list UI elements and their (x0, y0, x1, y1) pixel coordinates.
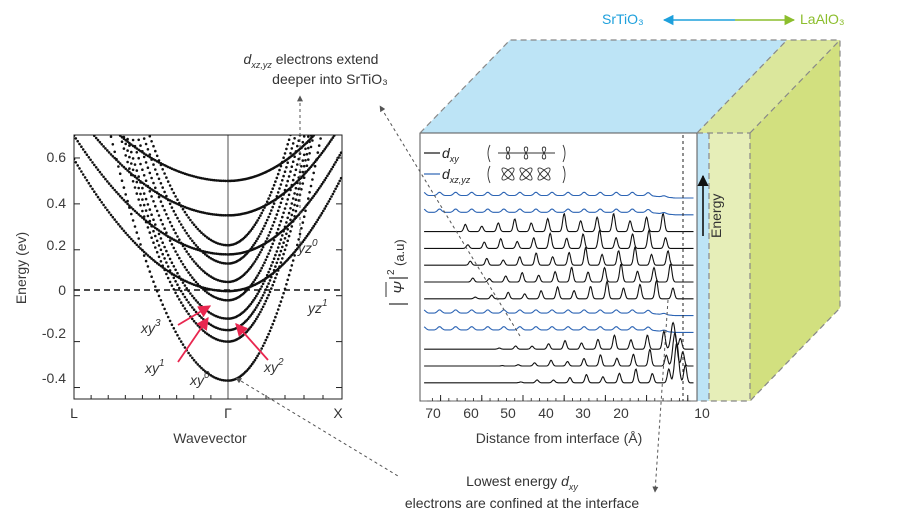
band-0-dots (109, 135, 322, 382)
wave-axis-ticks (431, 395, 689, 401)
wave-x-tick-40: 40 (538, 405, 554, 421)
wave-trace-7 (423, 309, 694, 317)
wave-y-axis-label: Ψ 2 (a.u) (385, 239, 408, 305)
band-y-tick-0.6: 0.6 (47, 149, 67, 165)
material-header: SrTiO₃ LaAlO₃ (602, 11, 845, 27)
band-label-xy3: xy3 (140, 318, 161, 336)
wave-trace-2 (424, 212, 694, 233)
red-arrow-xy2 (235, 323, 269, 361)
band-x-axis-label: Wavevector (173, 430, 247, 446)
band-label-xy2: xy2 (263, 357, 284, 375)
srtio3-front-slab (697, 133, 709, 401)
band-y-tick-0.4: 0.4 (47, 195, 67, 211)
wave-x-tick-30: 30 (575, 405, 591, 421)
energy-label: Energy (708, 194, 724, 238)
red-arrow-xy3 (177, 305, 212, 326)
wave-trace-10 (424, 331, 694, 367)
annotation-bottom-line1: Lowest energy dxy (466, 473, 578, 492)
band-7-dots (148, 135, 292, 247)
band-9-dots (74, 135, 342, 256)
band-label-xy1: xy1 (144, 358, 165, 376)
band-y-axis-label: Energy (ev) (13, 232, 29, 304)
annotation-bottom: Lowest energy dxy electrons are confined… (235, 299, 669, 511)
band-6-dots (142, 137, 296, 265)
svg-text:(a.u): (a.u) (392, 239, 407, 266)
band-label-xy0: xy0 (189, 370, 210, 388)
wave-trace-8 (423, 326, 694, 333)
wave-legend: dxy dxz,yz (424, 144, 566, 185)
annotation-top-line2: deeper into SrTiO₃ (272, 71, 388, 87)
wave-x-tick-60: 60 (463, 405, 479, 421)
wave-trace-5 (424, 263, 694, 283)
wave-trace-0 (423, 191, 694, 199)
band-label-yz0: yz0 (297, 238, 318, 256)
band-8-dots (74, 157, 342, 293)
band-10-dots (93, 135, 336, 217)
band-x-tick-L: L (70, 405, 78, 421)
srtio3-top-face (420, 40, 787, 133)
band-y-tick-neg0.2: -0.2 (42, 325, 66, 341)
band-5-dots (136, 135, 302, 284)
annotation-bottom-arrow-wave (652, 299, 669, 493)
orbital-dxy-icon (487, 144, 566, 163)
band-structure-chart: Energy (ev) 0.6 0.4 0.2 0 -0.2 -0.4 L Γ … (13, 134, 343, 446)
annotation-top-arrow-wave (379, 105, 521, 337)
legend-label-dxzyz: dxz,yz (442, 166, 471, 185)
laalo3-header-label: LaAlO₃ (800, 11, 845, 27)
srtio3-header-label: SrTiO₃ (602, 11, 644, 27)
laalo3-top-face (697, 40, 840, 133)
wave-x-tick-20: 20 (613, 405, 629, 421)
wave-x-axis-label: Distance from interface (Å) (476, 430, 643, 446)
orbital-dxzyz-icon (487, 165, 566, 184)
legend-label-dxy: dxy (442, 145, 459, 164)
band-11-dots (117, 135, 316, 183)
annotation-top-line1: dxz,yz electrons extend (244, 51, 379, 70)
heterostructure-box (419, 39, 841, 402)
wave-trace-9 (424, 321, 694, 350)
wave-trace-4 (424, 246, 694, 266)
wave-x-tick-50: 50 (500, 405, 516, 421)
laalo3-front-face (697, 133, 750, 401)
svg-text:Ψ: Ψ (391, 281, 408, 294)
band-y-tick-neg0.4: -0.4 (42, 370, 66, 386)
wavefunction-traces (423, 191, 694, 384)
band-x-tick-X: X (333, 405, 343, 421)
annotation-top: dxz,yz electrons extend deeper into SrTi… (244, 51, 521, 337)
srtio3-front-face (419, 132, 698, 402)
band-curves (74, 135, 342, 382)
band-plot-frame (73, 134, 343, 400)
laalo3-side-face (750, 40, 840, 401)
wavefunction-chart: 70 60 50 40 30 20 10 Distance from inter… (385, 135, 724, 446)
annotation-bottom-arrow-band (235, 377, 399, 477)
band-y-tick-0: 0 (58, 282, 66, 298)
red-arrow-xy1 (177, 316, 209, 363)
svg-text:2: 2 (386, 269, 397, 275)
band-y-tick-0.2: 0.2 (47, 237, 67, 253)
wave-trace-1 (423, 208, 694, 216)
wave-x-tick-70: 70 (425, 405, 441, 421)
wave-x-tick-10: 10 (694, 405, 710, 421)
annotation-bottom-line2: electrons are confined at the interface (405, 495, 639, 511)
wave-trace-3 (424, 228, 694, 249)
band-4-dots (131, 135, 306, 302)
wave-trace-11 (424, 341, 694, 384)
band-axis-ticks (74, 157, 342, 399)
band-x-tick-gamma: Γ (224, 405, 232, 421)
wave-trace-6 (424, 279, 694, 300)
band-label-yz1: yz1 (307, 298, 328, 316)
